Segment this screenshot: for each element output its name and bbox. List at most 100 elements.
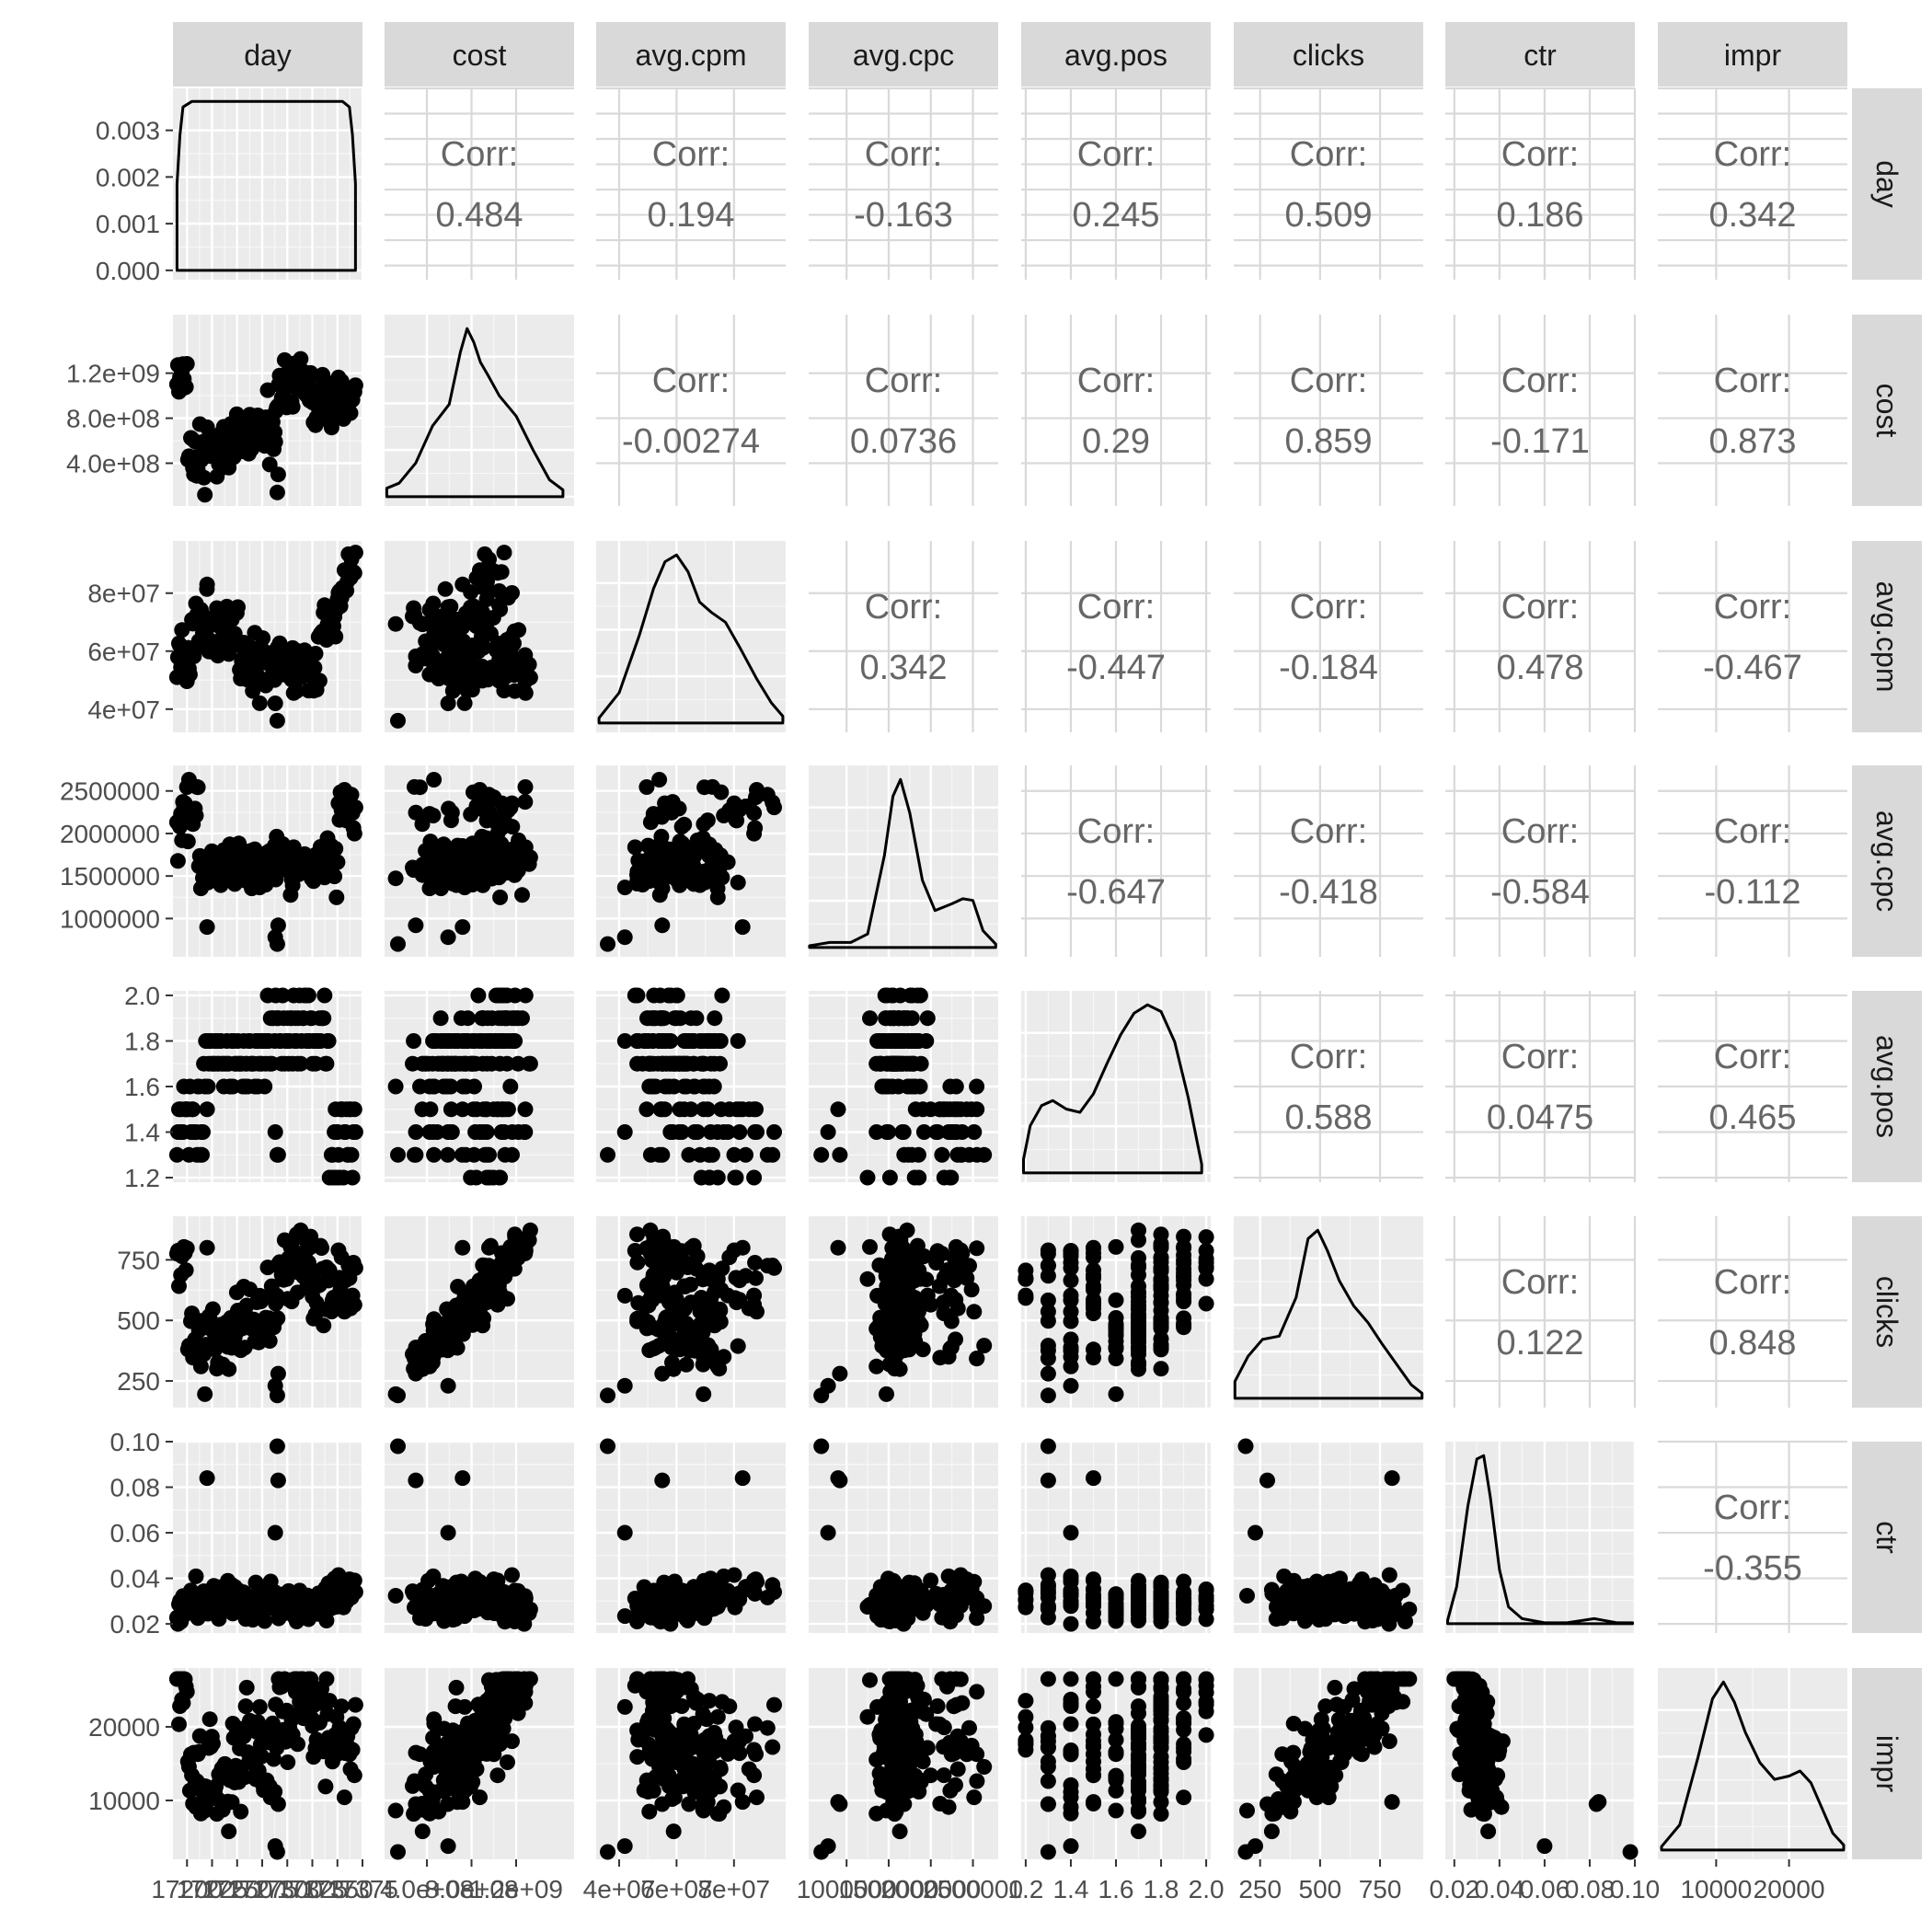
scatter-point: [346, 1296, 362, 1313]
scatter-point: [456, 646, 473, 661]
scatter-point: [195, 1124, 211, 1140]
scatter-point: [1198, 1295, 1214, 1312]
scatter-point: [832, 1146, 848, 1163]
scatter-point: [481, 1258, 497, 1274]
panel-avg-pos-ctr: Corr: 0.0475: [1445, 991, 1637, 1182]
scatter-point: [662, 987, 679, 1004]
scatter-point: [328, 841, 344, 857]
scatter-point: [454, 919, 471, 936]
scatter-point: [436, 1613, 453, 1629]
scatter-point: [642, 1222, 659, 1238]
panel-avg-pos-impr: Corr: 0.465: [1658, 991, 1847, 1182]
scatter-point: [695, 1033, 711, 1049]
scatter-point: [476, 628, 492, 645]
scatter-point: [449, 672, 466, 688]
panel-clicks-avg-cpc: [809, 1216, 998, 1408]
scatter-point: [481, 1169, 498, 1186]
corr-value: 0.0736: [850, 422, 957, 461]
scatter-point: [683, 1276, 699, 1293]
row-strip-label: avg.cpc: [1870, 811, 1903, 912]
scatter-point: [686, 1124, 703, 1140]
scatter-point: [499, 860, 515, 877]
panel-ctr-clicks: [1234, 1438, 1423, 1633]
scatter-point: [707, 1033, 724, 1049]
scatter-point: [1364, 1613, 1381, 1628]
scatter-point: [343, 787, 360, 803]
scatter-point: [197, 1386, 213, 1402]
scatter-point: [709, 1169, 726, 1186]
scatter-point: [1063, 1524, 1079, 1541]
scatter-point: [489, 565, 506, 581]
scatter-point: [639, 853, 655, 869]
corr-label: Corr:: [1290, 135, 1367, 174]
scatter-point: [492, 601, 509, 617]
scatter-point: [966, 1304, 983, 1320]
scatter-point: [311, 673, 328, 689]
scatter-point: [1086, 1470, 1101, 1487]
y-tick-label: 8.0e+08: [66, 405, 160, 433]
panel-clicks-ctr: Corr: 0.122: [1445, 1216, 1637, 1408]
scatter-point: [192, 1358, 209, 1374]
column-strip-cost: cost: [385, 22, 574, 86]
scatter-point: [1108, 1328, 1124, 1344]
scatter-point: [443, 1101, 459, 1118]
scatter-point: [643, 1055, 660, 1072]
scatter-point: [204, 1301, 221, 1317]
scatter-point: [199, 1101, 215, 1118]
row-strip-avg-cpm: avg.cpm: [1852, 541, 1922, 732]
corr-label: Corr:: [1077, 588, 1155, 627]
corr-value: 0.859: [1284, 422, 1372, 461]
scatter-point: [832, 1365, 848, 1382]
scatter-point: [425, 605, 442, 622]
column-strip-label: avg.cpc: [853, 39, 954, 72]
panel-avg-cpc-avg-cpc: [808, 765, 998, 957]
scatter-point: [440, 696, 456, 711]
corr-value: 0.588: [1284, 1098, 1372, 1137]
scatter-point: [1018, 1270, 1034, 1286]
scatter-point: [734, 919, 751, 936]
scatter-point: [1063, 1259, 1079, 1276]
scatter-point: [408, 1124, 424, 1140]
column-strip-ctr: ctr: [1445, 22, 1635, 86]
panel-cost-avg-pos: Corr: 0.29: [1021, 315, 1211, 506]
density-curve: [1233, 1228, 1424, 1400]
strip-background: [385, 22, 574, 86]
scatter-point: [1328, 1572, 1344, 1589]
scatter-point: [347, 545, 363, 561]
scatter-point: [888, 1613, 904, 1628]
scatter-point: [907, 1294, 924, 1311]
row-strip-label: impr: [1870, 1735, 1903, 1793]
scatter-point: [652, 863, 668, 880]
scatter-point: [496, 545, 512, 561]
scatter-point: [387, 870, 404, 887]
scatter-point: [267, 1377, 283, 1394]
panel-ctr-avg-cpc: [809, 1438, 998, 1633]
corr-value: 0.484: [435, 196, 523, 235]
scatter-point: [178, 1262, 194, 1279]
scatter-point: [443, 812, 459, 829]
strip-background: [596, 22, 786, 86]
panel-avg-cpc-avg-pos: Corr: -0.647: [1021, 765, 1211, 957]
scatter-point: [1176, 1260, 1192, 1277]
y-tick-label: 0.003: [96, 117, 160, 145]
scatter-point: [1040, 1292, 1056, 1308]
panel-cost-avg-cpm: Corr: -0.00274: [596, 315, 786, 506]
scatter-point: [199, 1794, 215, 1811]
scatter-point: [432, 880, 449, 897]
scatter-point: [701, 1146, 718, 1163]
scatter-point: [600, 1438, 615, 1455]
scatter-point: [766, 1584, 782, 1600]
panel-avg-cpm-impr: Corr: -0.467: [1658, 541, 1847, 732]
column-strip-label: avg.cpm: [636, 39, 747, 72]
corr-value: 0.194: [647, 196, 734, 235]
panel-avg-cpc-cost: [385, 765, 574, 957]
scatter-point: [506, 1033, 523, 1049]
scatter-point: [478, 1055, 495, 1072]
scatter-point: [903, 1078, 919, 1095]
y-tick-label: 0.02: [110, 1610, 161, 1639]
scatter-point: [270, 917, 286, 934]
scatter-point: [255, 630, 271, 647]
scatter-point: [729, 1593, 745, 1610]
scatter-point: [390, 1387, 406, 1404]
scatter-point: [194, 1146, 210, 1163]
